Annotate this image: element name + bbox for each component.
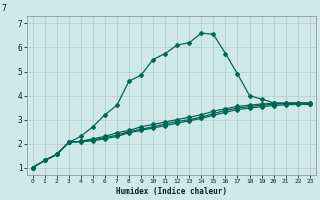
- X-axis label: Humidex (Indice chaleur): Humidex (Indice chaleur): [116, 187, 227, 196]
- Text: 7: 7: [1, 4, 6, 13]
